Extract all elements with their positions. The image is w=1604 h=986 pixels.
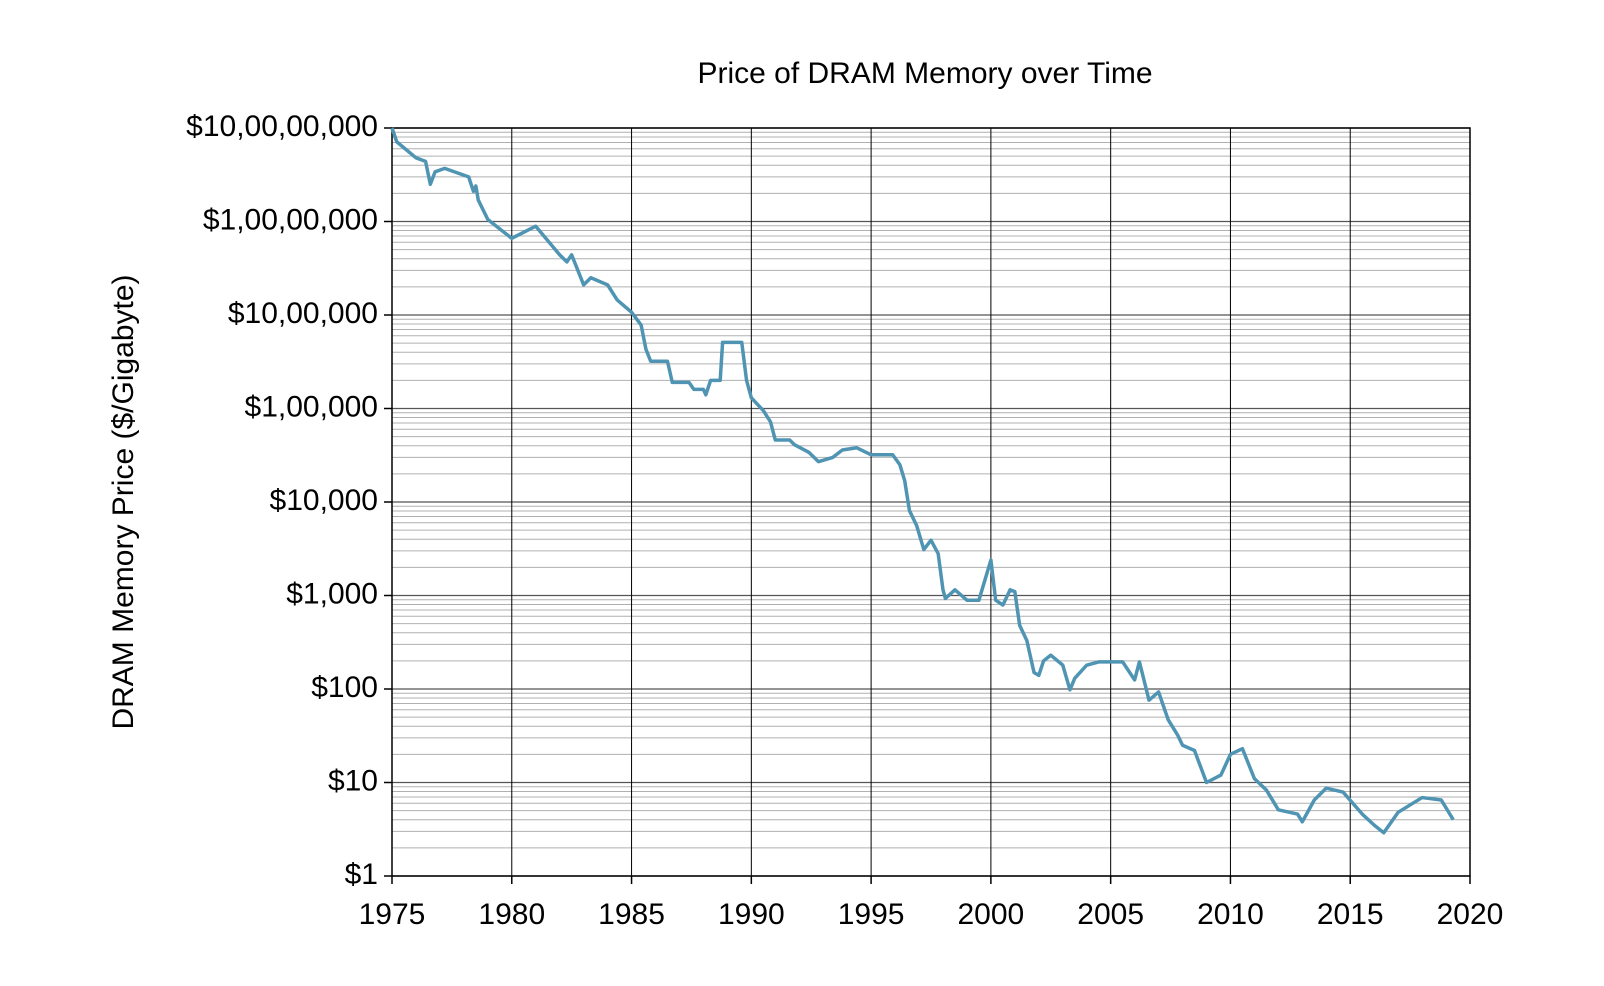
x-tick-label: 1975 (359, 898, 426, 931)
y-tick-label: $1,000 (286, 577, 378, 610)
y-tick-label: $1,00,00,000 (203, 203, 378, 236)
x-tick-label: 2005 (1077, 898, 1144, 931)
y-tick-label: $100 (311, 671, 378, 704)
y-axis-label: DRAM Memory Price ($/Gigabyte) (107, 274, 140, 729)
x-tick-label: 1980 (478, 898, 545, 931)
x-tick-label: 1985 (598, 898, 665, 931)
x-tick-label: 2020 (1437, 898, 1504, 931)
y-tick-label: $10 (328, 764, 378, 797)
x-tick-label: 1990 (718, 898, 785, 931)
y-tick-label: $10,000 (270, 484, 378, 517)
x-tick-label: 2015 (1317, 898, 1384, 931)
y-tick-label: $10,00,00,000 (186, 110, 378, 143)
y-tick-label: $1,00,000 (245, 390, 378, 423)
data-line (390, 127, 1455, 835)
plot-frame (391, 127, 1471, 877)
x-tick-label: 1995 (838, 898, 905, 931)
chart-title: Price of DRAM Memory over Time (697, 57, 1152, 90)
y-tick-label: $1 (345, 858, 378, 891)
x-tick-label: 2000 (958, 898, 1025, 931)
x-tick-label: 2010 (1197, 898, 1264, 931)
y-tick-label: $10,00,000 (228, 297, 378, 330)
